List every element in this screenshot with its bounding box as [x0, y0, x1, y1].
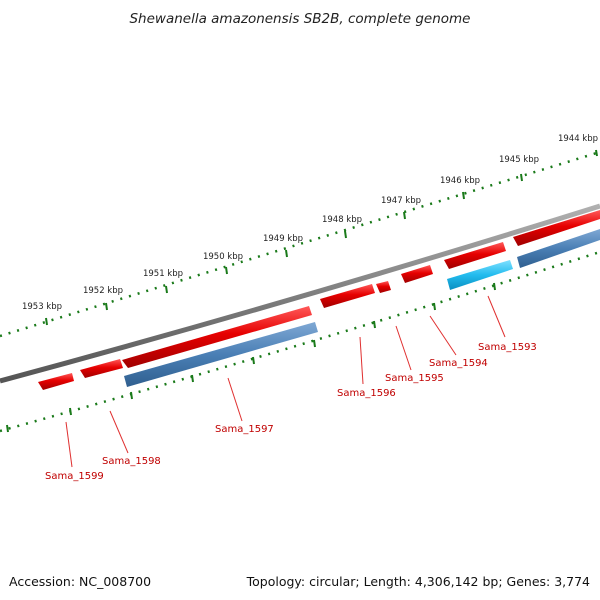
- gene-label-sama-1598[interactable]: Sama_1598: [102, 456, 161, 467]
- leader-sama-1599: [65, 421, 73, 468]
- kbp-label: 1950 kbp: [203, 252, 243, 262]
- gene-arrows: [38, 210, 600, 390]
- gene-label-sama-1593[interactable]: Sama_1593: [478, 342, 537, 353]
- leader-sama-1597: [227, 377, 243, 422]
- inner-ruler-major-ticks: [6, 282, 496, 433]
- accession-text: Accession: NC_008700: [9, 574, 152, 589]
- cds-bars: [124, 229, 600, 387]
- kbp-labels: 1944 kbp 1945 kbp 1946 kbp 1947 kbp 1948…: [22, 134, 598, 312]
- gene-label-sama-1599[interactable]: Sama_1599: [45, 471, 104, 482]
- kbp-label: 1949 kbp: [263, 234, 303, 244]
- gene-labels: Sama_1593 Sama_1594 Sama_1595 Sama_1596 …: [45, 342, 537, 482]
- gene-arrow-sama-1593[interactable]: [444, 242, 506, 269]
- gene-label-sama-1595[interactable]: Sama_1595: [385, 373, 444, 384]
- kbp-label: 1944 kbp: [558, 134, 598, 144]
- cds-bar-sama-1593[interactable]: [447, 260, 513, 290]
- gene-arrow-next[interactable]: [513, 210, 600, 246]
- kbp-label: 1953 kbp: [22, 302, 62, 312]
- inner-ruler: [0, 250, 600, 433]
- gene-arrow-sama-1595[interactable]: [376, 281, 391, 293]
- outer-ruler-major-ticks: [45, 149, 598, 326]
- genome-summary-text: Topology: circular; Length: 4,306,142 bp…: [246, 574, 590, 589]
- outer-ruler-dots: [0, 150, 600, 338]
- outer-ruler: [0, 149, 600, 338]
- genome-backbone: [0, 203, 600, 384]
- gene-label-sama-1594[interactable]: Sama_1594: [429, 358, 488, 369]
- gene-arrow-sama-1597[interactable]: [122, 306, 312, 368]
- gene-arrow-sama-1598[interactable]: [80, 359, 123, 378]
- cds-bar-next[interactable]: [517, 229, 600, 268]
- leader-sama-1595: [395, 325, 412, 371]
- leader-sama-1594: [429, 315, 457, 356]
- kbp-label: 1947 kbp: [381, 196, 421, 206]
- leader-sama-1598: [109, 410, 129, 454]
- gene-label-sama-1597[interactable]: Sama_1597: [215, 424, 274, 435]
- kbp-label: 1945 kbp: [499, 155, 539, 165]
- gene-label-leaders: [65, 295, 506, 468]
- leader-sama-1593: [487, 295, 506, 338]
- kbp-label: 1948 kbp: [322, 215, 362, 225]
- gene-arrow-sama-1594[interactable]: [401, 265, 433, 283]
- cds-bar-sama-1597[interactable]: [124, 322, 318, 387]
- gene-arrow-sama-1599[interactable]: [38, 373, 74, 390]
- kbp-label: 1951 kbp: [143, 269, 183, 279]
- gene-label-sama-1596[interactable]: Sama_1596: [337, 388, 396, 399]
- leader-sama-1596: [359, 336, 364, 385]
- kbp-label: 1952 kbp: [83, 286, 123, 296]
- map-title: Shewanella amazonensis SB2B, complete ge…: [129, 11, 470, 27]
- gene-arrow-sama-1596[interactable]: [320, 284, 375, 308]
- kbp-label: 1946 kbp: [440, 176, 480, 186]
